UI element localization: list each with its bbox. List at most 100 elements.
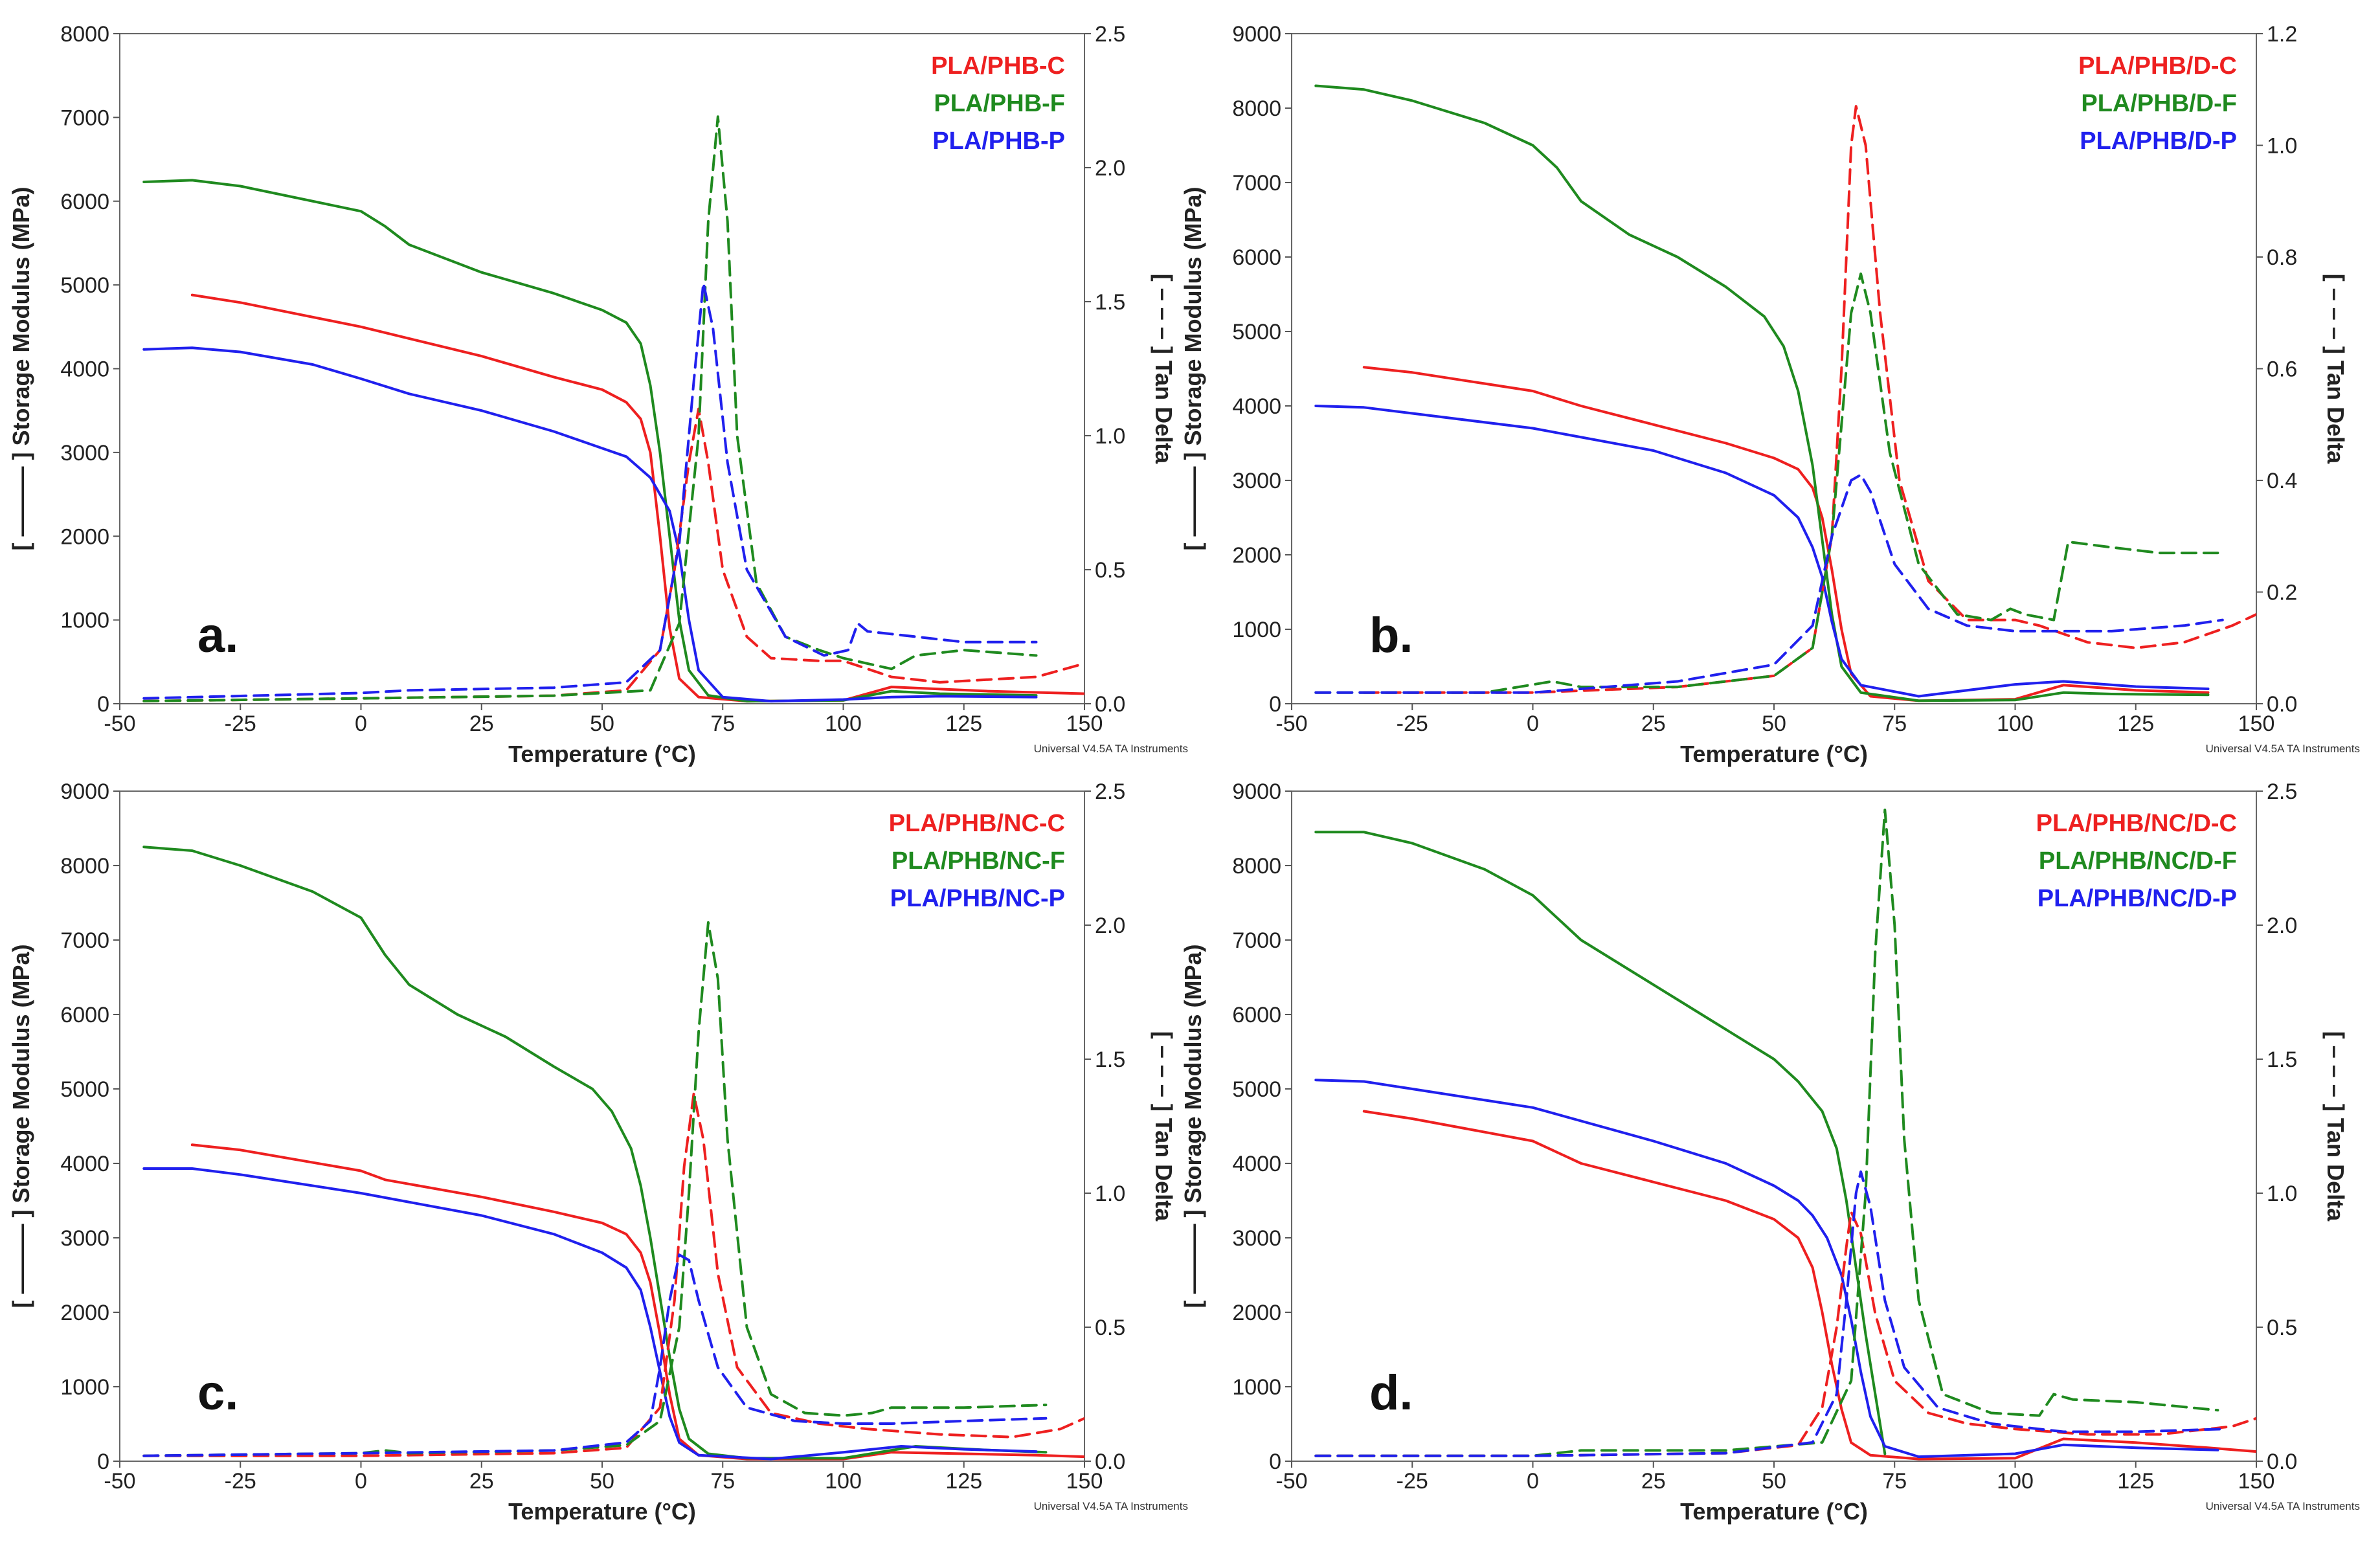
instrument-credit: Universal V4.5A TA Instruments (1034, 1500, 1188, 1512)
x-tick-label: 0 (355, 1469, 367, 1494)
series-line-pla-phb-f-tan-delta (142, 115, 1038, 702)
panel-label: a. (197, 608, 238, 663)
y-left-tick-label: 1000 (1232, 1375, 1281, 1400)
y-left-tick-label: 4000 (60, 1152, 109, 1176)
series-line-pla-phb-nc-c-storage-modulus (190, 1143, 1084, 1461)
x-tick-label: 75 (710, 711, 735, 736)
series-line-pla-phb-nc-d-p-tan-delta (1314, 1170, 2224, 1457)
legend-entry: PLA/PHB/NC-C (889, 810, 1065, 837)
y-left-tick-label: 7000 (60, 106, 109, 130)
y-left-tick-label: 0 (1269, 1450, 1281, 1474)
x-tick-label: -25 (225, 1469, 256, 1494)
y-left-tick-label: 5000 (1232, 320, 1281, 344)
y-left-tick-label: 8000 (60, 22, 109, 47)
y-left-tick-label: 3000 (60, 441, 109, 465)
panel-label: b. (1369, 608, 1413, 663)
y-right-tick-label: 0.2 (2267, 581, 2297, 605)
x-axis-label: Temperature (°C) (508, 1498, 696, 1525)
x-axis-label: Temperature (°C) (508, 741, 696, 767)
series-group (142, 846, 1084, 1461)
y-right-tick-label: 2.0 (1095, 913, 1125, 938)
y-right-tick-label: 0.5 (1095, 1316, 1125, 1340)
y-left-tick-label: 6000 (60, 1003, 109, 1027)
y-left-tick-label: 8000 (1232, 854, 1281, 879)
series-line-pla-phb-nc-d-p-storage-modulus (1314, 1079, 2219, 1459)
y-left-tick-label: 1000 (60, 609, 109, 633)
instrument-credit: Universal V4.5A TA Instruments (2206, 1500, 2360, 1512)
y-left-tick-label: 0 (97, 692, 109, 717)
y-left-tick-label: 4000 (60, 357, 109, 382)
x-axis-label: Temperature (°C) (1680, 1498, 1868, 1525)
x-tick-label: 50 (590, 1469, 614, 1494)
chart-panel-3: -50 -25 0 25 50 75 100 125 150 0 1000 2000 3000 4000 5… (8, 779, 1188, 1525)
y-right-tick-label: 0.4 (2267, 469, 2297, 493)
y-right-tick-label: 0.0 (1095, 1450, 1125, 1474)
chart-panel-4: -50 -25 0 25 50 75 100 125 150 0 1000 2000 3000 4000 5… (1180, 779, 2360, 1525)
series-group (142, 115, 1084, 703)
x-tick-label: 25 (1641, 711, 1666, 736)
y-right-tick-label: 0.6 (2267, 357, 2297, 382)
y-right-tick-label: 2.5 (1095, 22, 1125, 47)
x-tick-label: 75 (1882, 1469, 1907, 1494)
series-line-pla-phb-nc-p-storage-modulus (142, 1167, 1038, 1461)
y-right-tick-label: 0.5 (1095, 558, 1125, 583)
y-left-tick-label: 6000 (60, 190, 109, 214)
y-right-tick-label: 0.8 (2267, 245, 2297, 270)
y-right-tick-label: 0.5 (2267, 1316, 2297, 1340)
y-left-tick-label: 8000 (60, 854, 109, 879)
x-tick-label: 25 (469, 1469, 494, 1494)
series-line-pla-phb-d-p-tan-delta (1314, 473, 2224, 694)
x-tick-label: 75 (1882, 711, 1907, 736)
x-tick-label: 50 (1762, 711, 1786, 736)
y-left-tick-label: 1000 (60, 1375, 109, 1400)
panel-label: d. (1369, 1365, 1413, 1420)
y-left-axis-label: [ ——— ] Storage Modulus (MPa) (8, 945, 34, 1308)
y-right-axis-label: [ – – – ] Tan Delta (2322, 1031, 2349, 1222)
y-left-tick-label: 5000 (60, 273, 109, 298)
y-left-tick-label: 8000 (1232, 96, 1281, 121)
legend-entry: PLA/PHB/D-C (2078, 52, 2237, 80)
y-left-tick-label: 5000 (60, 1077, 109, 1102)
y-left-tick-label: 2000 (1232, 543, 1281, 568)
y-right-tick-label: 0.0 (2267, 1450, 2297, 1474)
chart-panel-2: -50 -25 0 25 50 75 100 125 150 0 1000 2000 3000 4000 5… (1180, 22, 2360, 767)
legend-entry: PLA/PHB-C (931, 52, 1065, 80)
x-tick-label: 150 (1066, 711, 1103, 736)
x-tick-label: 100 (1997, 711, 2034, 736)
x-tick-label: -50 (1275, 1469, 1307, 1494)
y-left-axis-label: [ ——— ] Storage Modulus (MPa) (8, 187, 34, 551)
y-right-tick-label: 1.0 (1095, 1182, 1125, 1206)
series-line-pla-phb-nc-d-c-storage-modulus (1362, 1110, 2256, 1461)
series-group (1314, 809, 2256, 1461)
series-line-pla-phb-d-p-storage-modulus (1314, 405, 2210, 698)
y-left-tick-label: 9000 (1232, 779, 1281, 804)
x-tick-label: 25 (1641, 1469, 1666, 1494)
y-right-tick-label: 1.2 (2267, 22, 2297, 47)
y-left-tick-label: 2000 (60, 1301, 109, 1325)
y-right-tick-label: 1.0 (1095, 424, 1125, 449)
x-tick-label: -50 (104, 1469, 135, 1494)
chart-panel-1: -50 -25 0 25 50 75 100 125 150 0 1000 2000 3000 4000 5… (8, 22, 1188, 767)
x-axis-label: Temperature (°C) (1680, 741, 1868, 767)
y-left-tick-label: 7000 (1232, 928, 1281, 953)
legend-entry: PLA/PHB/NC/D-P (2038, 885, 2237, 912)
series-line-pla-phb-nc-p-tan-delta (142, 1253, 1048, 1457)
y-right-tick-label: 1.5 (1095, 1047, 1125, 1072)
legend-entry: PLA/PHB/NC-P (890, 885, 1065, 912)
y-left-tick-label: 4000 (1232, 394, 1281, 419)
legend-entry: PLA/PHB/NC/D-C (2036, 810, 2237, 837)
y-right-axis-label: [ – – – ] Tan Delta (1151, 1031, 1177, 1222)
y-left-tick-label: 4000 (1232, 1152, 1281, 1176)
y-right-axis-label: [ – – – ] Tan Delta (2322, 274, 2349, 464)
legend-entry: PLA/PHB-F (934, 90, 1065, 117)
y-left-tick-label: 3000 (1232, 1226, 1281, 1251)
y-right-tick-label: 2.5 (1095, 779, 1125, 804)
series-line-pla-phb-nc-c-tan-delta (142, 1092, 1084, 1457)
y-right-tick-label: 1.5 (2267, 1047, 2297, 1072)
y-left-tick-label: 1000 (1232, 618, 1281, 642)
x-tick-label: -25 (1397, 711, 1428, 736)
y-right-tick-label: 2.0 (1095, 156, 1125, 181)
legend-entry: PLA/PHB/NC/D-F (2039, 847, 2237, 875)
x-tick-label: 125 (2117, 1469, 2154, 1494)
